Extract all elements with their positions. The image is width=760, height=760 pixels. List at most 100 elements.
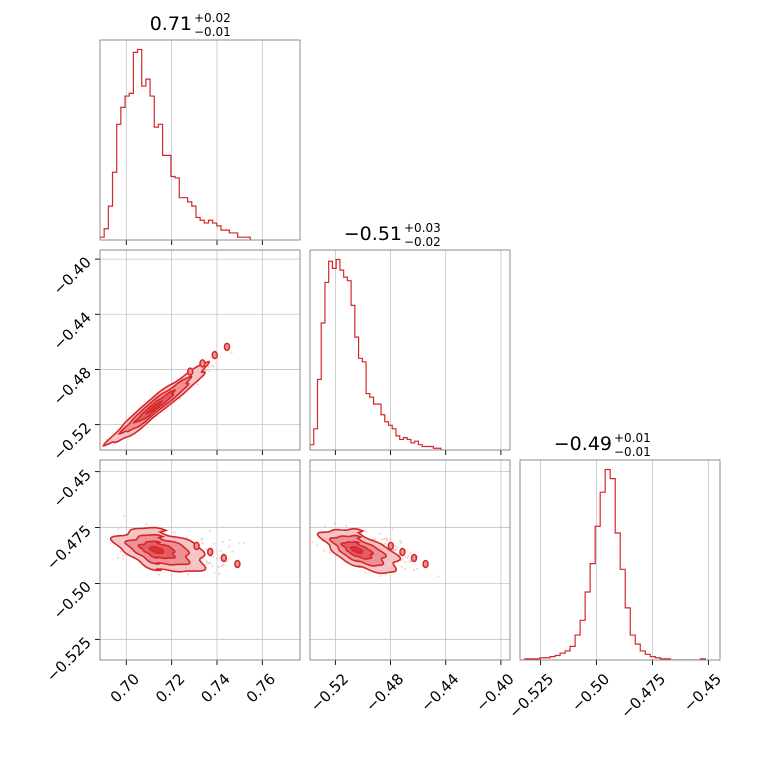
histogram-bin xyxy=(234,233,238,240)
histogram-bin xyxy=(550,657,555,660)
histogram-bin xyxy=(590,564,595,660)
hist-title-plus: +0.02 xyxy=(194,11,231,25)
hist-2-xtick-label: −0.45 xyxy=(680,670,725,715)
histogram-bin xyxy=(175,178,179,240)
pair-1-xtick-label: 0.74 xyxy=(197,670,233,706)
histogram-panel-0: 0.71 +0.02−0.01 xyxy=(99,11,301,245)
pair-1-ytick-label: −0.525 xyxy=(43,634,95,686)
contour-island xyxy=(220,553,228,563)
pair-1-ytick-label: −0.475 xyxy=(43,522,95,574)
histogram-bin xyxy=(355,337,359,450)
panel-frame xyxy=(309,459,511,661)
hist-title-median: 0.71 xyxy=(150,13,192,35)
histogram-bin xyxy=(221,230,225,240)
histogram-bin xyxy=(332,268,336,450)
scatter-point xyxy=(215,557,219,560)
scatter-point xyxy=(213,542,216,545)
hist-title-median: −0.51 xyxy=(344,223,402,245)
histogram-bin xyxy=(400,439,404,450)
scatter-point xyxy=(381,538,384,541)
scatter-point xyxy=(323,525,326,528)
histogram-bin xyxy=(188,202,192,240)
scatter-point xyxy=(213,571,216,574)
scatter-point xyxy=(220,565,224,568)
scatter-point xyxy=(215,361,218,365)
contour-island xyxy=(193,541,200,551)
histogram-bin xyxy=(595,526,600,660)
histogram-bin xyxy=(167,155,171,240)
scatter-point xyxy=(215,368,218,371)
pair-1-xtick-label: 0.70 xyxy=(107,670,143,706)
contour-island xyxy=(422,559,429,569)
histogram-panel-2: −0.525 −0.50 −0.475 −0.45 −0.49 +0.01−0.01 xyxy=(505,431,725,722)
scatter-point xyxy=(117,527,120,531)
pair-0-ytick-label: −0.40 xyxy=(50,253,95,298)
histogram-bin xyxy=(113,172,117,240)
histogram-bin xyxy=(362,362,366,450)
histogram-bin xyxy=(630,635,635,660)
pair-2-xtick-label: −0.52 xyxy=(307,670,352,715)
scatter-point xyxy=(401,558,404,561)
scatter-point xyxy=(393,549,396,552)
histogram-bin xyxy=(370,397,374,450)
contour-island xyxy=(211,350,218,360)
histogram-bin xyxy=(374,404,378,450)
scatter-point xyxy=(400,565,403,568)
contour-island xyxy=(223,342,231,352)
histogram-bin xyxy=(121,107,125,240)
contour-panel-2: −0.52 −0.48 −0.44 −0.40 xyxy=(307,459,518,715)
scatter-point xyxy=(222,563,225,566)
histogram-bin xyxy=(150,96,154,240)
histogram-bin xyxy=(208,220,212,240)
scatter-point xyxy=(333,522,336,525)
histogram-panel-1: −0.51 +0.03−0.02 xyxy=(309,221,511,455)
contour-island xyxy=(206,547,214,557)
histogram-bin xyxy=(314,429,318,450)
scatter-point xyxy=(205,369,208,372)
contour-island xyxy=(410,553,418,563)
histogram-bin xyxy=(366,394,370,450)
scatter-point xyxy=(404,567,407,570)
histogram-bin xyxy=(310,445,314,450)
histogram-bin xyxy=(605,470,610,660)
scatter-point xyxy=(345,524,348,527)
scatter-point xyxy=(315,544,319,547)
panel-frame xyxy=(519,459,721,661)
scatter-point xyxy=(408,560,411,563)
scatter-point xyxy=(389,537,392,541)
scatter-point xyxy=(365,530,368,533)
histogram-bin xyxy=(407,439,411,450)
scatter-point xyxy=(116,556,120,559)
scatter-point xyxy=(218,572,221,575)
scatter-point xyxy=(396,546,399,549)
scatter-point xyxy=(205,562,208,565)
hist-2-xtick-label: −0.525 xyxy=(505,670,557,722)
pair-0-ytick-label: −0.48 xyxy=(50,364,95,409)
hist-title-minus: −0.01 xyxy=(614,445,651,459)
histogram-bin xyxy=(620,569,625,660)
contour-island xyxy=(199,359,206,368)
histogram-bin xyxy=(158,124,162,240)
histogram-bin xyxy=(396,436,400,450)
pair-1-ytick-label: −0.45 xyxy=(50,466,95,511)
histogram-bin xyxy=(163,155,167,240)
histogram-bin xyxy=(575,635,580,660)
histogram-bin xyxy=(108,206,112,240)
hist-title-plus: +0.01 xyxy=(614,431,651,445)
scatter-point xyxy=(219,549,222,553)
histogram-bin xyxy=(560,653,565,660)
scatter-point xyxy=(383,542,387,545)
scatter-point xyxy=(383,538,386,541)
scatter-point xyxy=(208,562,211,565)
histogram-bin xyxy=(555,655,560,660)
contour-panel-1: 0.70 0.72 0.74 0.76 −0.45 −0.475−0.50 −0.525 xyxy=(43,459,301,706)
scatter-point xyxy=(379,574,382,578)
contour-level-core xyxy=(349,545,364,555)
scatter-point xyxy=(385,537,388,541)
histogram-bin xyxy=(321,323,325,450)
histogram-bin xyxy=(347,281,351,450)
contour-content xyxy=(110,515,245,576)
histogram-bin xyxy=(615,533,620,660)
histogram-bin xyxy=(645,654,650,660)
